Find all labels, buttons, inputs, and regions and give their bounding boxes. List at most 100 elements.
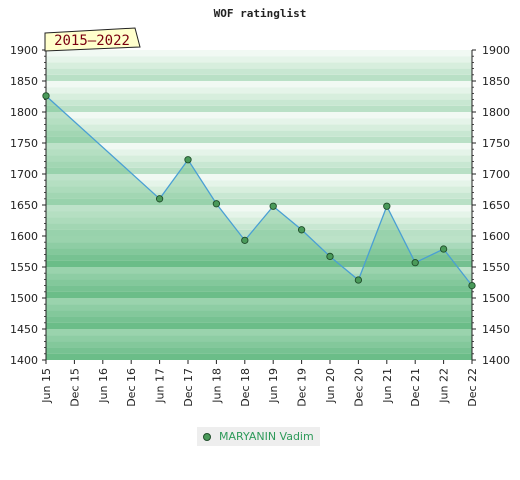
plot-band: [46, 112, 472, 119]
legend-marker-icon: [203, 432, 211, 441]
y-tick-label-left: 1600: [10, 230, 38, 243]
x-tick-label: Dec 22: [466, 368, 479, 407]
plot-band: [46, 335, 472, 342]
y-tick-label-right: 1900: [482, 44, 510, 57]
y-tick-label-left: 1400: [10, 354, 38, 367]
axes: 1400 1400 1450 1450 1500 1500 1550 1550 1600 1600…: [10, 44, 510, 407]
plot-band: [46, 174, 472, 181]
y-tick-label-right: 1400: [482, 354, 510, 367]
y-tick-label-right: 1800: [482, 106, 510, 119]
plot-band: [46, 62, 472, 69]
plot-band: [46, 105, 472, 112]
plot-band: [46, 99, 472, 106]
y-tick-label-left: 1450: [10, 323, 38, 336]
plot-band: [46, 93, 472, 100]
plot-band: [46, 217, 472, 224]
plot-band: [46, 81, 472, 88]
data-point: [212, 200, 221, 208]
plot-band: [46, 167, 472, 174]
y-tick-label-right: 1500: [482, 292, 510, 305]
x-tick-label: Dec 19: [296, 368, 309, 407]
plot-band: [46, 298, 472, 305]
period-badge: 2015–2022: [44, 27, 141, 52]
x-tick-label: Dec 21: [409, 368, 422, 407]
legend: MARYANIN Vadim: [197, 427, 320, 446]
x-tick-label: Dec 18: [239, 368, 252, 407]
y-tick-label-left: 1500: [10, 292, 38, 305]
x-tick-label: Jun 21: [381, 368, 394, 404]
plot-band: [46, 118, 472, 125]
y-tick-label-right: 1700: [482, 168, 510, 181]
plot-band: [46, 329, 472, 336]
plot-band: [46, 205, 472, 212]
x-tick-label: Jun 22: [438, 368, 451, 404]
plot-band: [46, 124, 472, 131]
plot-band: [46, 223, 472, 230]
chart-title: WOF ratinglist: [214, 7, 307, 20]
x-tick-label: Dec 16: [125, 368, 138, 407]
plot-band: [46, 236, 472, 243]
x-tick-label: Jun 20: [324, 368, 337, 404]
plot-band: [46, 304, 472, 311]
plot-band: [46, 279, 472, 286]
y-tick-label-left: 1650: [10, 199, 38, 212]
y-tick-label-left: 1750: [10, 137, 38, 150]
plot-band: [46, 198, 472, 205]
data-point: [241, 236, 249, 244]
y-tick-label-left: 1800: [10, 106, 38, 119]
plot-band: [46, 242, 472, 249]
x-tick-label: Jun 17: [154, 368, 167, 404]
plot-band: [46, 229, 472, 236]
plot-band: [46, 149, 472, 156]
y-tick-label-left: 1550: [10, 261, 38, 274]
area-layer: [46, 95, 472, 360]
plot-band: [46, 130, 472, 137]
plot-band: [46, 322, 472, 329]
plot-band: [46, 267, 472, 274]
data-point: [326, 252, 334, 261]
plot-band: [46, 186, 472, 193]
x-tick-label: Dec 20: [352, 368, 365, 407]
x-tick-label: Dec 15: [68, 368, 81, 407]
legend-label: MARYANIN Vadim: [219, 430, 314, 443]
data-point: [411, 259, 419, 267]
plot-band: [46, 56, 472, 63]
plot-band: [46, 353, 472, 360]
y-tick-label-right: 1600: [482, 230, 510, 243]
plot-band: [46, 192, 472, 199]
plot-band: [46, 68, 472, 75]
data-point: [383, 202, 391, 210]
plot-background: [46, 50, 472, 360]
y-tick-label-left: 1850: [10, 75, 38, 88]
data-point: [155, 195, 164, 203]
plot-band: [46, 87, 472, 94]
x-tick-label: Dec 17: [182, 368, 195, 407]
y-tick-label-right: 1750: [482, 137, 510, 150]
data-point: [468, 281, 476, 290]
series-area: [46, 95, 472, 360]
plot-band: [46, 211, 472, 218]
period-badge-label: 2015–2022: [54, 33, 130, 49]
plot-band: [46, 291, 472, 298]
data-point: [439, 245, 448, 253]
x-tick-label: Jun 15: [40, 368, 53, 404]
plot-band: [46, 347, 472, 354]
data-point: [269, 202, 277, 210]
y-tick-label-right: 1450: [482, 323, 510, 336]
x-tick-label: Jun 18: [210, 368, 223, 404]
data-point: [297, 226, 306, 234]
y-tick-label-left: 1900: [10, 44, 38, 57]
data-point: [354, 276, 363, 284]
y-tick-label-right: 1650: [482, 199, 510, 212]
data-point: [184, 156, 192, 164]
y-tick-label-right: 1850: [482, 75, 510, 88]
plot-band: [46, 285, 472, 292]
plot-band: [46, 254, 472, 261]
plot-band: [46, 74, 472, 81]
plot-band: [46, 155, 472, 162]
plot-band: [46, 341, 472, 348]
x-tick-label: Jun 16: [97, 368, 110, 404]
plot-band: [46, 248, 472, 255]
markers: [42, 92, 476, 290]
